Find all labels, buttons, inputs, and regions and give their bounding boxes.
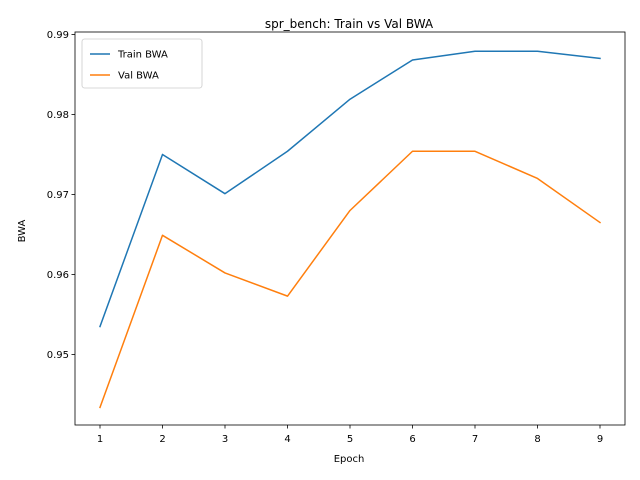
x-tick-label: 6 — [409, 434, 415, 445]
x-tick-label: 1 — [97, 434, 103, 445]
x-tick-label: 5 — [347, 434, 353, 445]
axes: 1 2 3 4 5 6 7 8 9 0.95 0.96 0.97 0.98 0.99 — [47, 30, 626, 445]
y-tick-label: 0.98 — [47, 110, 69, 121]
legend-label-0: Train BWA — [117, 50, 168, 61]
y-tick-label: 0.99 — [47, 30, 69, 41]
y-tick-label: 0.96 — [47, 270, 69, 281]
legend-box — [81, 38, 203, 89]
y-tick-label: 0.95 — [47, 350, 69, 361]
chart-title: spr_bench: Train vs Val BWA — [265, 17, 434, 31]
legend-label-1: Val BWA — [118, 71, 159, 82]
plot-area — [99, 50, 602, 409]
x-axis-label: Epoch — [334, 454, 365, 465]
x-tick-label: 2 — [159, 434, 165, 445]
y-axis-label: BWA — [17, 219, 28, 242]
x-tick-label: 3 — [222, 434, 228, 445]
x-tick-label: 4 — [284, 434, 290, 445]
x-tick-label: 9 — [597, 434, 603, 445]
series-line-0 — [99, 50, 601, 328]
y-tick-label: 0.97 — [47, 190, 69, 201]
series-line-1 — [99, 150, 602, 409]
legend: Train BWA Val BWA — [81, 38, 203, 89]
x-tick-label: 8 — [534, 434, 540, 445]
x-tick-label: 7 — [472, 434, 478, 445]
